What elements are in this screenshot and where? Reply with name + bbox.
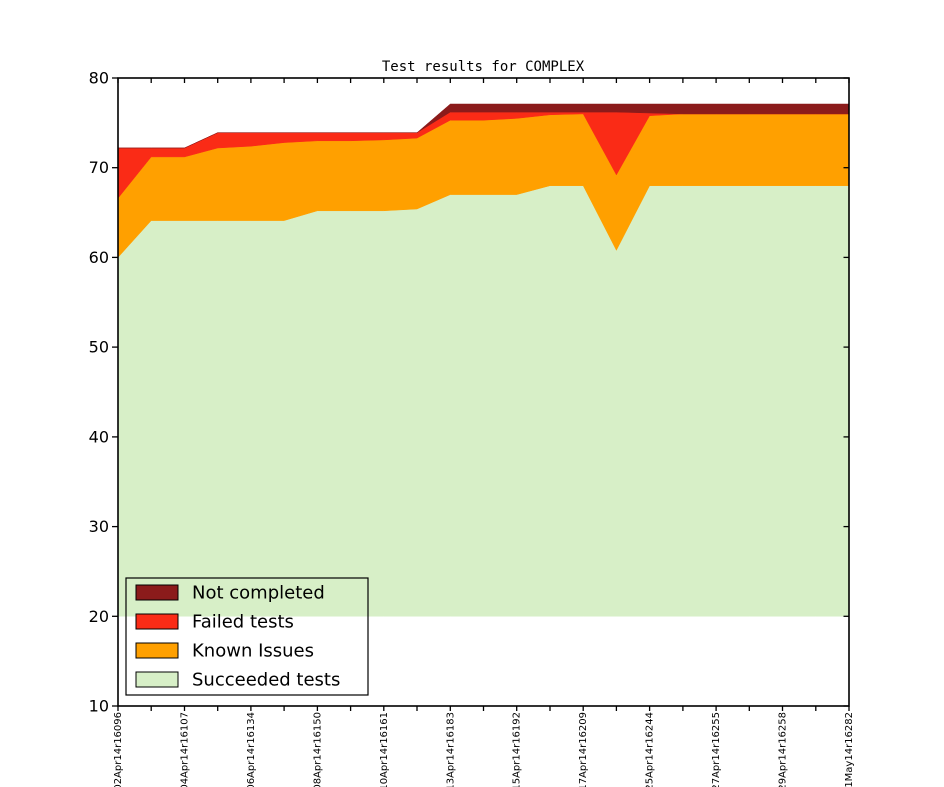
x-tick-label: 10Apr14r16161 <box>379 712 390 787</box>
y-tick-label: 80 <box>89 69 109 88</box>
y-tick-label: 70 <box>89 158 109 177</box>
axis-ticks <box>112 77 850 711</box>
chart-title: Test results for COMPLEX <box>382 59 585 75</box>
legend-label-failed-tests: Failed tests <box>192 612 294 633</box>
x-tick-label: 02Apr14r16096 <box>113 712 124 787</box>
legend-swatch-failed-tests <box>135 613 179 630</box>
legend-label-known-issues: Known Issues <box>192 641 314 662</box>
x-tick-label: 06Apr14r16134 <box>246 712 257 787</box>
y-tick-label: 30 <box>89 517 109 536</box>
legend-swatch-not-completed <box>135 584 179 601</box>
legend-label-succeeded-tests: Succeeded tests <box>192 670 340 691</box>
y-tick-labels: 10 20 30 40 50 60 70 80 <box>89 69 109 716</box>
y-tick-label: 20 <box>89 607 109 626</box>
legend-swatch-succeeded-tests <box>135 671 179 688</box>
plot-areas <box>117 103 850 617</box>
area-succeeded-tests <box>117 185 850 617</box>
y-tick-label: 10 <box>89 697 109 716</box>
legend-frame <box>125 577 369 696</box>
x-tick-label: 29Apr14r16258 <box>778 712 789 787</box>
x-tick-label: 04Apr14r16107 <box>180 712 191 787</box>
x-tick-label: 13Apr14r16183 <box>445 712 456 787</box>
y-tick-label: 50 <box>89 338 109 357</box>
x-tick-label: 15Apr14r16192 <box>512 712 523 787</box>
x-tick-label: 01May14r16282 <box>844 712 855 787</box>
x-tick-label: 17Apr14r16209 <box>578 712 589 787</box>
legend: Not completed Failed tests Known Issues Suc… <box>125 577 369 696</box>
y-tick-label: 60 <box>89 248 109 267</box>
legend-swatch-known-issues <box>135 642 179 659</box>
x-tick-label: 08Apr14r16150 <box>312 712 323 787</box>
x-tick-labels: 02Apr14r16096 04Apr14r16107 06Apr14r16134 0… <box>113 712 855 787</box>
x-tick-label: 27Apr14r16255 <box>711 712 722 787</box>
y-tick-label: 40 <box>89 427 109 446</box>
x-tick-label: 25Apr14r16244 <box>645 712 656 787</box>
legend-label-not-completed: Not completed <box>192 583 325 604</box>
